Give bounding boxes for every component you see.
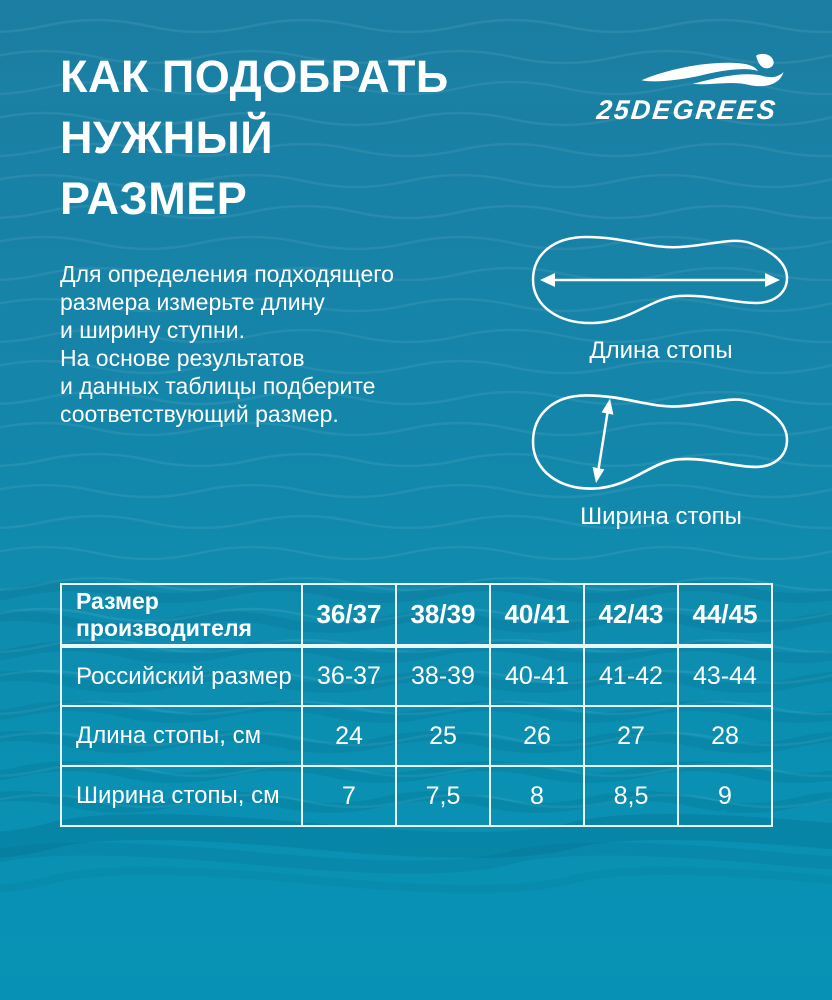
size-column-header: 44/45 bbox=[677, 583, 773, 648]
page-title-line-1: КАК ПОДОБРАТЬ bbox=[60, 51, 449, 102]
table-cell: 9 bbox=[677, 765, 773, 827]
foot-width-label: Ширина стопы bbox=[580, 503, 742, 530]
swimmer-icon bbox=[641, 53, 784, 87]
brand-logo: 25DEGREES bbox=[592, 50, 784, 126]
row-label: Ширина стопы, см bbox=[60, 765, 303, 827]
intro-line: соответствующий размер. bbox=[60, 401, 339, 427]
intro-line: На основе результатов bbox=[60, 345, 305, 371]
page-title-line-2: НУЖНЫЙ bbox=[60, 112, 274, 163]
size-column-header: 40/41 bbox=[489, 583, 585, 648]
foot-outline-icon bbox=[531, 394, 789, 490]
table-cell: 24 bbox=[301, 705, 397, 767]
size-column-header: 42/43 bbox=[583, 583, 679, 648]
table-cell: 25 bbox=[395, 705, 491, 767]
table-cell: 27 bbox=[583, 705, 679, 767]
size-table-corner-label: Размер производителя bbox=[60, 583, 303, 648]
size-table-header-row: Размер производителя 36/37 38/39 40/41 4… bbox=[60, 583, 773, 648]
table-cell: 36-37 bbox=[301, 645, 397, 707]
size-column-header: 38/39 bbox=[395, 583, 491, 648]
foot-length-label: Длина стопы bbox=[589, 337, 733, 364]
page-title: КАК ПОДОБРАТЬ НУЖНЫЙ РАЗМЕР bbox=[60, 46, 449, 229]
row-label: Российский размер bbox=[60, 645, 303, 707]
table-row-foot-length: Длина стопы, см 24 25 26 27 28 bbox=[60, 705, 773, 767]
table-cell: 38-39 bbox=[395, 645, 491, 707]
intro-line: и данных таблицы подберите bbox=[60, 373, 376, 399]
intro-line: и ширину ступни. bbox=[60, 317, 245, 343]
size-table: Размер производителя 36/37 38/39 40/41 4… bbox=[60, 583, 773, 827]
foot-length-diagram: Длина стопы bbox=[528, 232, 794, 365]
table-cell: 26 bbox=[489, 705, 585, 767]
intro-text: Для определения подходящего размера изме… bbox=[60, 260, 394, 428]
foot-outline-icon bbox=[531, 235, 789, 325]
table-cell: 7 bbox=[301, 765, 397, 827]
table-cell: 41-42 bbox=[583, 645, 679, 707]
table-cell: 8,5 bbox=[583, 765, 679, 827]
intro-line: Для определения подходящего bbox=[60, 261, 394, 287]
size-column-header: 36/37 bbox=[301, 583, 397, 648]
foot-width-diagram: Ширина стопы bbox=[528, 390, 794, 531]
table-cell: 28 bbox=[677, 705, 773, 767]
brand-wordmark: 25DEGREES bbox=[595, 95, 779, 125]
page-title-line-3: РАЗМЕР bbox=[60, 173, 248, 224]
table-row-foot-width: Ширина стопы, см 7 7,5 8 8,5 9 bbox=[60, 765, 773, 827]
table-cell: 43-44 bbox=[677, 645, 773, 707]
row-label: Длина стопы, см bbox=[60, 705, 303, 767]
width-arrow bbox=[596, 409, 610, 473]
table-cell: 8 bbox=[489, 765, 585, 827]
intro-line: размера измерьте длину bbox=[60, 289, 325, 315]
table-cell: 7,5 bbox=[395, 765, 491, 827]
table-row-russian-size: Российский размер 36-37 38-39 40-41 41-4… bbox=[60, 645, 773, 707]
table-cell: 40-41 bbox=[489, 645, 585, 707]
